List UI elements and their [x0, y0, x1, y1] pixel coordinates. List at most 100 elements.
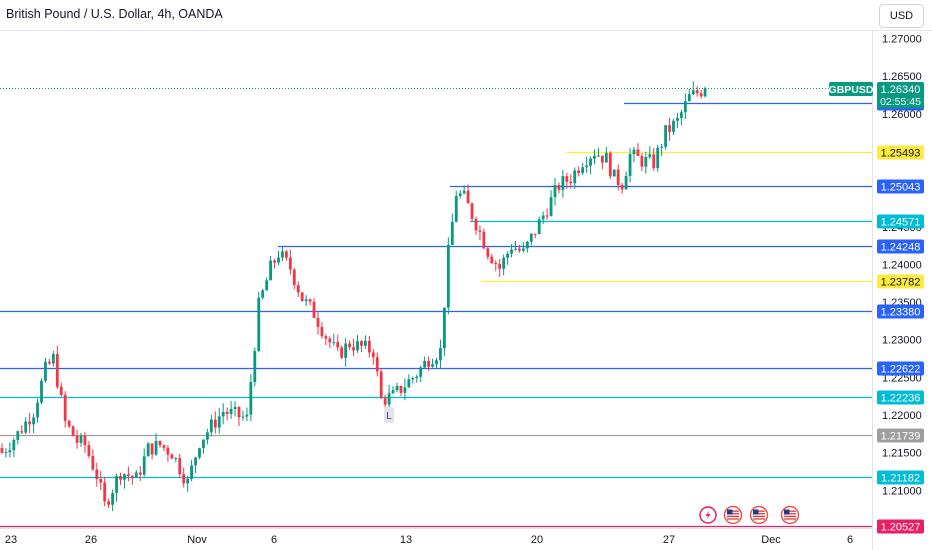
candle-body [202, 439, 205, 449]
candle-body [103, 482, 107, 502]
candle-body [514, 248, 517, 250]
level-label-text: 1.22236 [881, 393, 921, 405]
candle-body [40, 380, 43, 403]
candle-body [296, 285, 300, 293]
candle-body [316, 317, 320, 328]
candle-body [32, 417, 35, 425]
candle-body [423, 360, 427, 368]
candle-body [498, 263, 502, 269]
flag-icon-ring [749, 505, 769, 525]
candle-body [51, 354, 55, 364]
candle-body [20, 431, 24, 433]
currency-button[interactable]: USD [879, 4, 924, 28]
candle-body [71, 426, 75, 436]
time-tick-label: Nov [187, 534, 207, 546]
candle-body [371, 352, 375, 358]
candle-body [395, 385, 399, 391]
candle-body [48, 361, 51, 364]
chart-title: British Pound / U.S. Dollar, 4h, OANDA [6, 7, 223, 21]
candles [0, 81, 707, 511]
candle-body [403, 387, 407, 393]
flag-icon-ring [723, 505, 743, 525]
candle-body [415, 376, 419, 378]
candle-body [344, 343, 348, 358]
candle-body [127, 474, 130, 476]
level-label-bg [877, 179, 924, 194]
us-flag-icon[interactable] [749, 505, 769, 525]
level-label-text: 1.21182 [881, 473, 920, 485]
candle-body [379, 371, 383, 399]
candle-body [699, 93, 703, 97]
candle-body [55, 354, 59, 387]
candle-body [146, 443, 150, 457]
candle-body [458, 193, 462, 197]
candle-body [450, 221, 454, 245]
candle-body [356, 341, 359, 351]
candle-body [525, 241, 529, 249]
lightning-icon[interactable] [699, 506, 717, 524]
candle-body [233, 406, 237, 409]
candle-body [265, 280, 269, 291]
candle-body [257, 297, 261, 351]
candle-body [482, 231, 486, 249]
flag-icon-stripe [784, 510, 796, 512]
candle-body [612, 169, 616, 177]
time-tick-label: 23 [5, 534, 17, 546]
candle-body [285, 251, 288, 258]
candle-body [253, 350, 257, 383]
candle-body [553, 185, 557, 198]
candle-body [636, 149, 640, 156]
candle-body [561, 176, 565, 190]
candle-body [324, 336, 328, 339]
candle-body [439, 348, 442, 361]
candle-body [8, 450, 12, 453]
candle-body [320, 327, 324, 337]
us-flag-icon[interactable] [723, 505, 743, 525]
candle-body [383, 398, 387, 405]
flag-icon-stripe [753, 518, 765, 520]
candle-body [107, 501, 111, 505]
candle-body [75, 435, 79, 443]
candle-body [585, 165, 588, 168]
candle-body [170, 454, 174, 459]
candle-body [454, 196, 458, 222]
price-tick-label: 1.26500 [882, 71, 922, 83]
candle-body [312, 301, 316, 318]
candle-body [138, 472, 142, 475]
marker-bg [384, 407, 394, 423]
level-label-text: 1.22622 [881, 364, 921, 376]
candle-body [336, 342, 340, 348]
price-tick-label: 1.21500 [882, 448, 922, 460]
candle-body [387, 393, 391, 405]
candle-body [644, 156, 648, 167]
price-badge-value: 1.26340 [881, 84, 921, 96]
candle-body [217, 416, 221, 428]
candle-body [506, 253, 509, 258]
candle-body [12, 440, 16, 451]
candle-body [490, 256, 494, 264]
event-icons[interactable] [699, 505, 800, 525]
price-tick-label: 1.27000 [882, 34, 922, 46]
candle-body [186, 478, 190, 484]
level-label-text: 1.21739 [881, 431, 921, 443]
candle-body [119, 476, 122, 480]
candle-body [0, 448, 4, 453]
candle-body [229, 408, 233, 414]
candle-body [652, 154, 656, 169]
candle-body [494, 263, 498, 265]
candle-body [225, 411, 229, 414]
candle-body [695, 90, 699, 94]
flag-icon-stripe [727, 513, 739, 515]
candle-body [660, 146, 664, 148]
flag-icon-stripe [784, 518, 796, 520]
candle-body [549, 197, 553, 216]
candle-body [158, 440, 162, 446]
us-flag-icon[interactable] [780, 505, 800, 525]
candle-body [288, 257, 292, 270]
candle-body [4, 452, 8, 454]
candle-body [209, 419, 213, 433]
level-label-text: 1.23782 [881, 277, 921, 289]
candle-body [269, 260, 272, 281]
candle-body [44, 361, 47, 381]
